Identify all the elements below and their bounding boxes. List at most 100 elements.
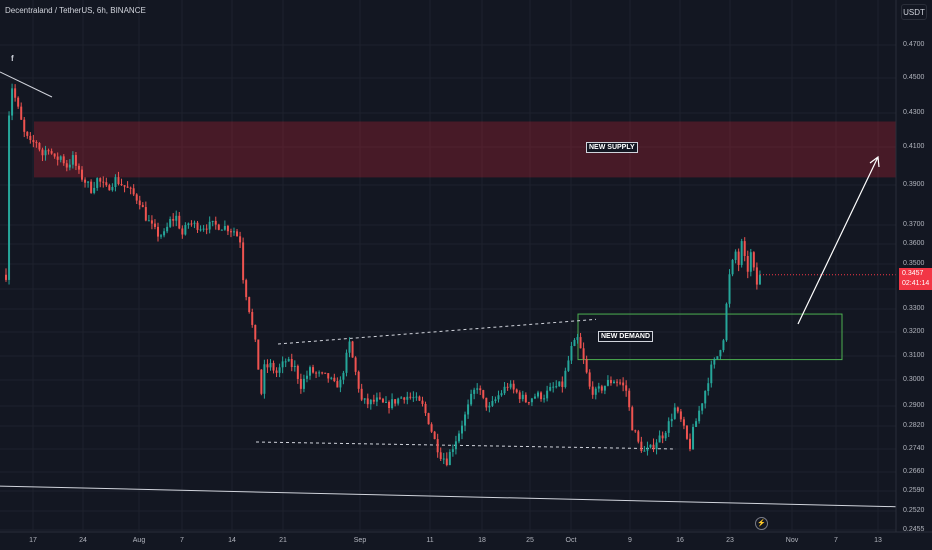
candle-body [710, 364, 713, 384]
demand-zone-label: NEW DEMAND [598, 331, 653, 342]
time-tick-label: 24 [79, 537, 87, 544]
candle-body [573, 339, 576, 346]
candle-body [421, 400, 424, 404]
candle-body [494, 399, 497, 401]
candle-body [56, 156, 59, 160]
candle-body [102, 181, 105, 183]
candle-body [506, 386, 509, 388]
candle-body [251, 312, 254, 325]
candle-body [141, 205, 144, 208]
candle-body [397, 398, 400, 404]
price-tick-label: 0.4500 [903, 74, 925, 81]
candle-body [512, 383, 515, 390]
candle-body [391, 399, 394, 409]
price-tick-label: 0.3000 [903, 376, 925, 383]
candles [5, 83, 761, 467]
candle-body [746, 256, 749, 272]
candle-body [454, 441, 457, 450]
price-tick-label: 0.4100 [903, 143, 925, 150]
candle-body [129, 187, 132, 189]
candle-body [561, 381, 564, 387]
time-tick-label: 23 [726, 537, 734, 544]
candle-body [445, 458, 448, 466]
candle-body [451, 449, 454, 452]
candle-body [111, 187, 114, 191]
candle-body [147, 220, 150, 222]
flag-mark: f [11, 54, 14, 63]
candle-body [366, 398, 369, 405]
candle-body [305, 375, 308, 379]
candle-body [591, 386, 594, 395]
candle-body [239, 236, 242, 243]
price-tick-label: 0.2900 [903, 402, 925, 409]
candle-body [160, 235, 163, 237]
candle-body [628, 390, 631, 408]
currency-button[interactable]: USDT [901, 4, 927, 20]
time-tick-label: 14 [228, 537, 236, 544]
candle-body [178, 215, 181, 229]
candle-body [497, 395, 500, 400]
candle-body [132, 188, 135, 195]
candle-body [442, 458, 445, 460]
candle-body [99, 178, 102, 182]
time-tick-label: 21 [279, 537, 287, 544]
time-tick-label: 9 [628, 537, 632, 544]
candle-body [692, 426, 695, 450]
candle-body [685, 425, 688, 439]
candle-body [448, 451, 451, 466]
candle-body [20, 106, 23, 120]
lightning-icon[interactable]: ⚡ [755, 517, 768, 530]
candle-body [62, 156, 65, 164]
price-tick-label: 0.4300 [903, 109, 925, 116]
candle-body [77, 165, 80, 170]
candle-body [44, 150, 47, 156]
candle-body [81, 169, 83, 180]
candle-body [597, 386, 600, 389]
candle-body [713, 358, 716, 365]
candle-body [640, 441, 643, 451]
candle-body [673, 407, 676, 419]
candle-body [409, 396, 412, 398]
candle-body [622, 382, 625, 386]
candle-body [360, 388, 363, 400]
candle-body [570, 345, 573, 361]
price-tick-label: 0.2590 [903, 487, 925, 494]
price-tick-label: 0.2455 [903, 526, 925, 533]
candle-body [567, 360, 570, 371]
candle-body [461, 425, 463, 434]
candle-body [84, 179, 87, 183]
candle-body [333, 377, 336, 382]
candle-body [609, 379, 612, 384]
candle-body [312, 367, 315, 373]
time-tick-label: 7 [180, 537, 184, 544]
candle-body [278, 367, 281, 373]
candle-body [473, 389, 476, 394]
candle-body [275, 370, 278, 373]
candle-body [552, 386, 555, 388]
candle-body [157, 226, 159, 237]
candle-body [296, 365, 299, 379]
candle-body [108, 185, 111, 191]
candle-body [205, 228, 208, 230]
candle-body [740, 241, 743, 265]
candle-body [342, 372, 345, 380]
time-tick-label: 11 [426, 537, 434, 544]
candle-body [263, 364, 266, 394]
candle-body [181, 228, 184, 235]
candle-body [214, 220, 217, 225]
candle-body [646, 447, 649, 451]
candle-body [533, 396, 536, 399]
candle-body [470, 393, 473, 405]
price-tick-label: 0.3900 [903, 181, 925, 188]
candle-body [491, 400, 494, 406]
candle-body [579, 337, 582, 349]
candle-body [613, 381, 615, 384]
candle-body [290, 358, 293, 367]
price-tick-label: 0.3700 [903, 221, 925, 228]
candle-body [406, 396, 409, 400]
candle-body [515, 389, 518, 393]
candle-body [38, 142, 41, 150]
candle-body [600, 386, 603, 391]
candle-body [543, 398, 546, 400]
